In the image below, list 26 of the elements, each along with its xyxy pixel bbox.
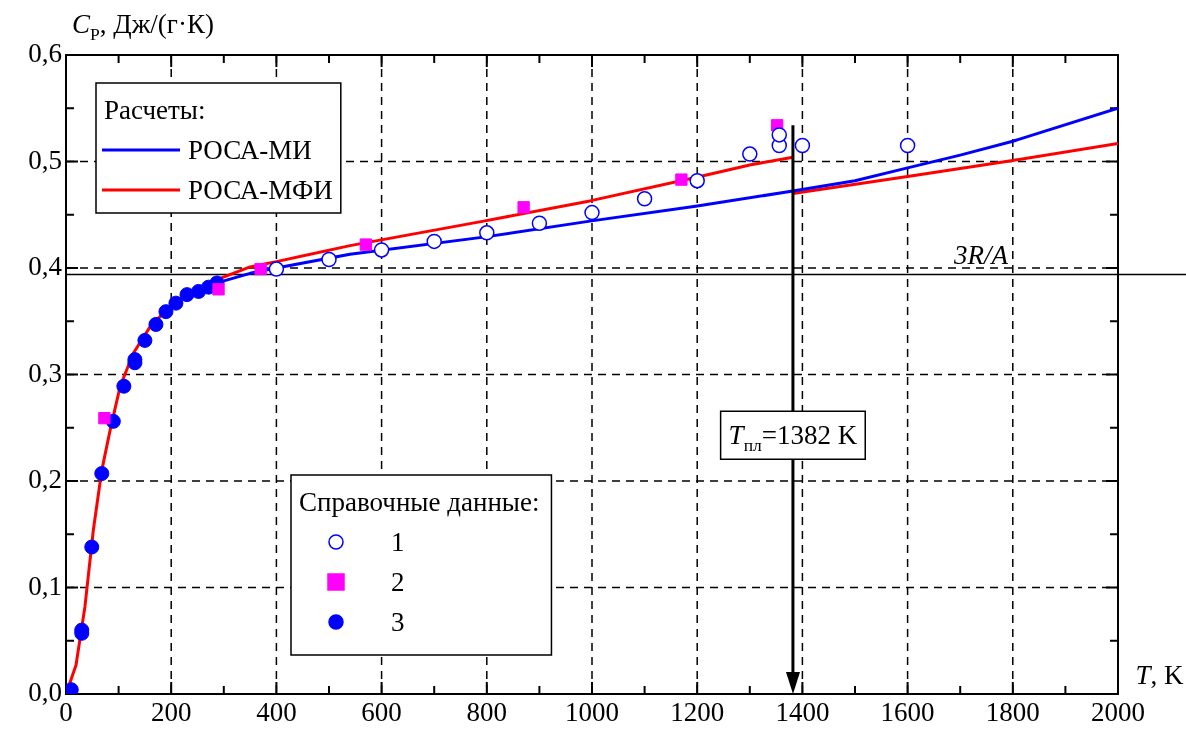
annotation: Справочные данные:	[299, 487, 540, 517]
y-tick-label: 0,6	[28, 38, 62, 69]
y-tick-label: 0,0	[28, 677, 62, 708]
legend-label: РОСА-МИ	[188, 135, 312, 165]
legend-label: 1	[391, 527, 405, 557]
x-tick-label: 200	[150, 696, 192, 727]
x-tick-label: 600	[361, 696, 402, 727]
legend-label: 3	[391, 607, 405, 637]
ref-line-label: 3R/A	[953, 239, 1009, 270]
x-tick-label: 1200	[670, 696, 725, 727]
y-tick-label: 0,5	[28, 144, 62, 175]
x-tick-label: 1600	[880, 696, 935, 727]
y-tick-label: 0,2	[28, 464, 62, 495]
x-tick-label: 1800	[985, 696, 1040, 727]
legend-label: РОСА-МФИ	[188, 175, 333, 205]
y-tick-label: 0,3	[28, 357, 62, 388]
x-tick-label: 800	[466, 696, 508, 727]
x-axis-title: T, K	[1135, 660, 1184, 690]
y-tick-label: 0,1	[28, 570, 62, 601]
legend-title: Расчеты:	[104, 95, 206, 125]
x-tick-label: 1000	[565, 696, 619, 727]
y-tick-label: 0,4	[28, 251, 63, 282]
x-tick-label: 400	[256, 696, 297, 727]
legend-label: 2	[391, 567, 405, 597]
x-tick-label: 2000	[1091, 696, 1145, 727]
x-tick-label: 1400	[775, 696, 830, 727]
